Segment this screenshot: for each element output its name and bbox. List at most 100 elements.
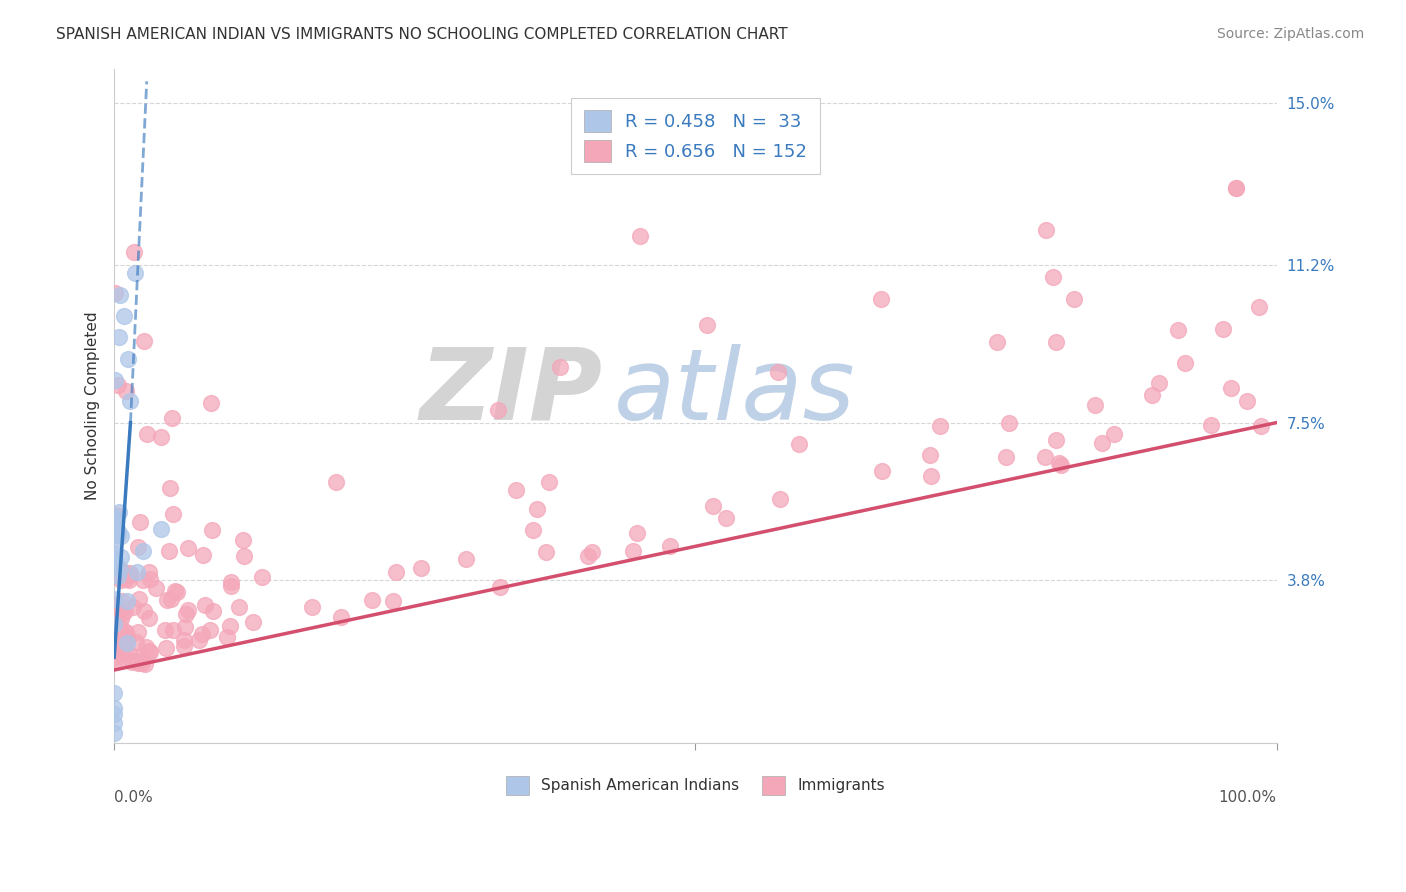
Point (1142, 388, 1164, 402)
Point (1250, 418, 1272, 433)
Point (872, 464, 894, 478)
Point (548, 359, 571, 374)
Point (869, 292, 891, 306)
Point (124, 245, 146, 260)
Point (103, 700, 125, 714)
Point (132, 543, 155, 558)
Point (135, 640, 157, 655)
Point (114, 645, 136, 659)
Point (112, 636, 135, 650)
Point (138, 645, 160, 659)
Point (124, 266, 146, 280)
Point (110, 639, 132, 653)
Point (110, 612, 132, 626)
Point (1035, 223, 1057, 237)
Point (127, 654, 149, 668)
Point (103, 715, 125, 730)
Point (1063, 293, 1085, 307)
Point (117, 636, 139, 650)
Point (221, 579, 243, 593)
Point (1045, 433, 1067, 447)
Point (105, 599, 128, 613)
Point (766, 365, 789, 379)
Point (228, 600, 250, 615)
Point (108, 287, 131, 301)
Point (1091, 435, 1114, 450)
Point (505, 483, 527, 498)
Point (111, 606, 134, 620)
Point (202, 604, 225, 618)
Point (145, 582, 167, 596)
Point (174, 620, 197, 634)
Point (134, 334, 156, 349)
Point (103, 612, 125, 626)
Point (928, 419, 950, 434)
Point (115, 572, 138, 586)
Point (232, 533, 254, 547)
Point (330, 609, 353, 624)
Point (108, 620, 131, 634)
Point (159, 591, 181, 606)
Point (194, 598, 217, 612)
Point (174, 607, 197, 621)
Point (103, 604, 125, 618)
Point (107, 527, 129, 541)
Point (1049, 456, 1071, 470)
Point (1236, 394, 1258, 409)
Point (486, 402, 509, 417)
Point (127, 624, 149, 639)
Point (1045, 334, 1067, 349)
Point (118, 568, 141, 582)
Point (110, 561, 132, 575)
Point (190, 626, 212, 640)
Point (107, 569, 129, 583)
Point (219, 618, 242, 632)
Point (105, 635, 128, 649)
Point (537, 475, 560, 489)
Point (112, 566, 135, 580)
Point (104, 642, 127, 657)
Point (104, 649, 127, 664)
Point (1212, 322, 1234, 336)
Point (1174, 356, 1197, 370)
Point (108, 504, 131, 518)
Point (659, 539, 682, 553)
Point (454, 551, 477, 566)
Point (131, 648, 153, 663)
Point (581, 545, 603, 559)
Point (621, 544, 644, 558)
Point (163, 584, 186, 599)
Point (115, 625, 138, 640)
Point (325, 475, 347, 490)
Point (108, 562, 131, 576)
Point (127, 540, 149, 554)
Point (107, 378, 129, 392)
Point (177, 603, 200, 617)
Point (104, 552, 127, 566)
Point (103, 725, 125, 739)
Point (576, 549, 599, 563)
Point (626, 526, 648, 541)
Point (115, 594, 138, 608)
Point (1225, 181, 1247, 195)
Point (103, 546, 125, 560)
Point (1220, 381, 1243, 395)
Point (995, 450, 1018, 464)
Point (125, 634, 148, 648)
Point (250, 570, 273, 584)
Point (162, 507, 184, 521)
Point (1147, 376, 1170, 391)
Point (702, 499, 724, 513)
Point (162, 624, 184, 638)
Point (789, 437, 811, 451)
Point (1167, 323, 1189, 337)
Point (104, 512, 127, 526)
Point (384, 566, 406, 580)
Point (107, 605, 129, 619)
Legend: Spanish American Indians, Immigrants: Spanish American Indians, Immigrants (498, 768, 893, 802)
Point (173, 633, 195, 648)
Text: SPANISH AMERICAN INDIAN VS IMMIGRANTS NO SCHOOLING COMPLETED CORRELATION CHART: SPANISH AMERICAN INDIAN VS IMMIGRANTS NO… (56, 27, 787, 42)
Point (117, 573, 139, 587)
Point (489, 580, 512, 594)
Point (139, 573, 162, 587)
